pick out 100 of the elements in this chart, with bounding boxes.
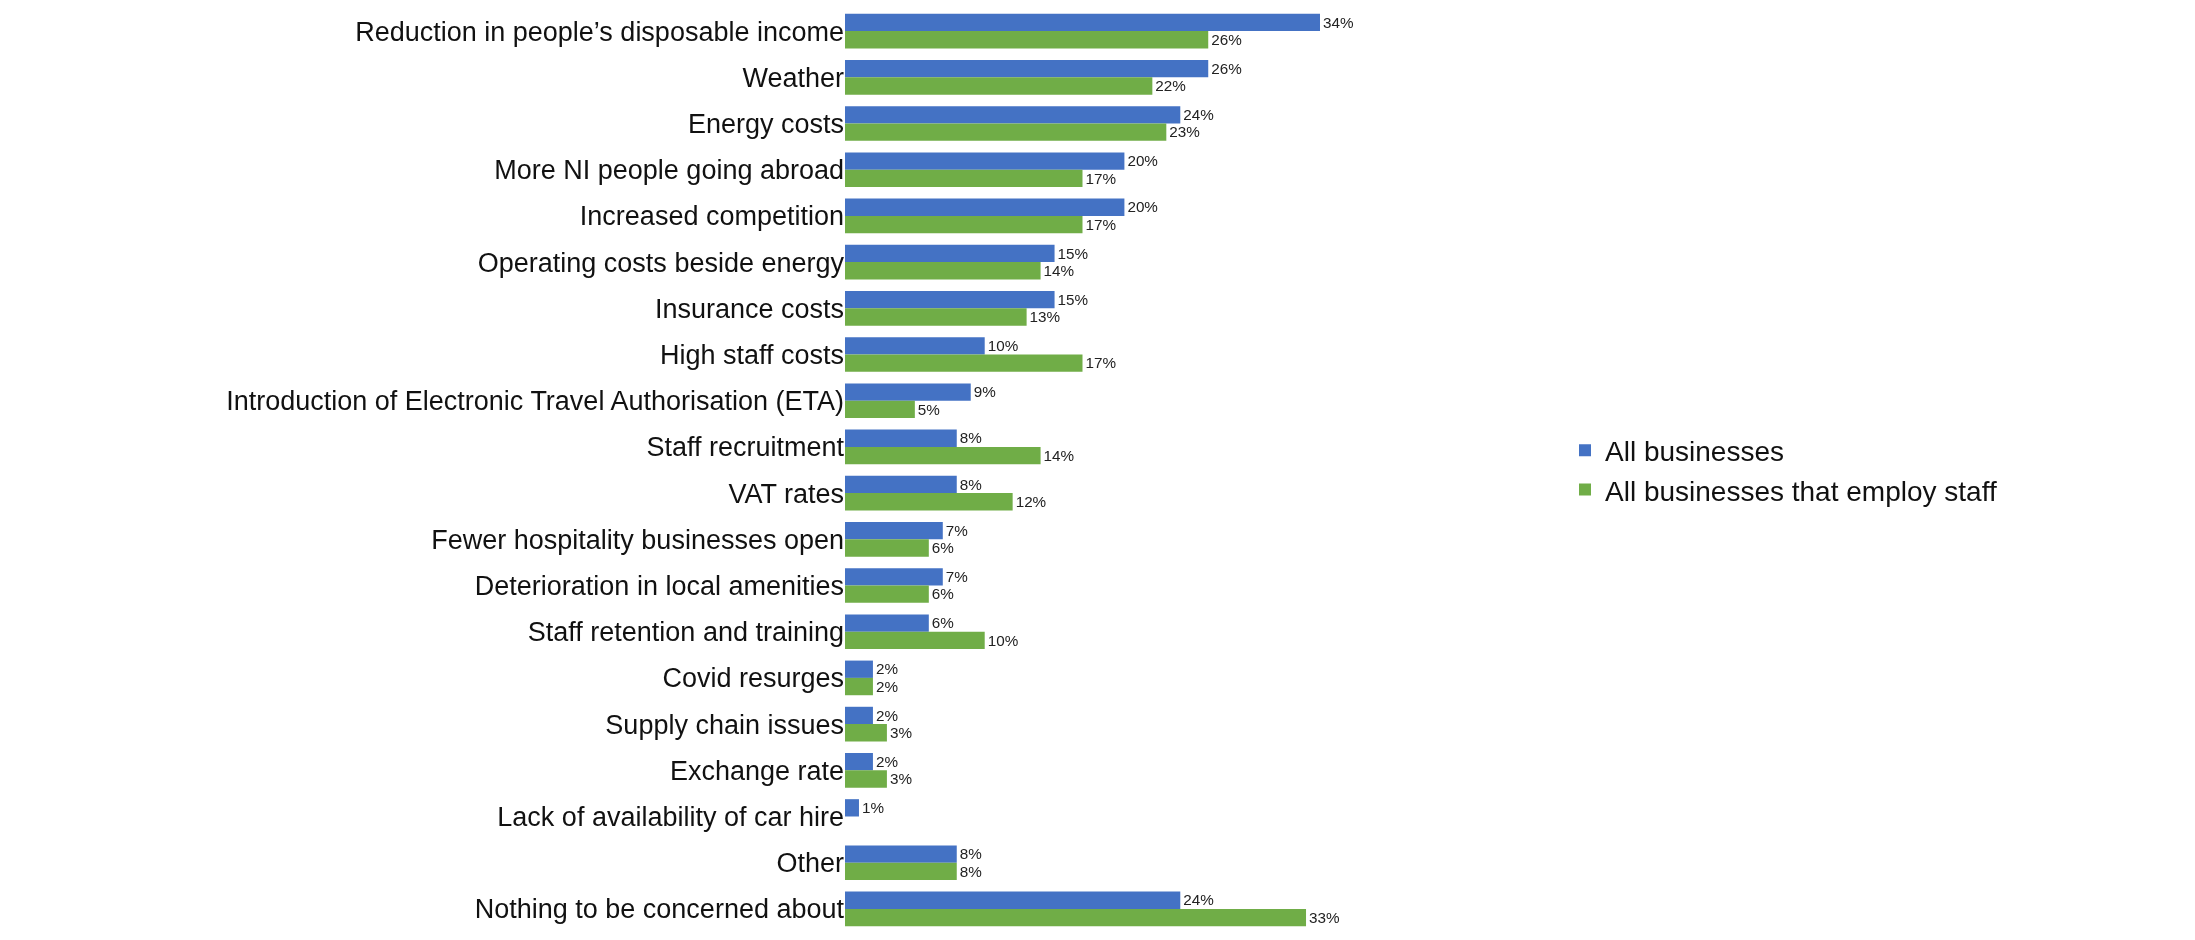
data-label: 10%: [987, 631, 1019, 649]
bar: [845, 446, 1041, 465]
bar: [845, 521, 943, 540]
y-tick-label: Nothing to be concerned about: [474, 894, 845, 925]
bar: [845, 244, 1055, 263]
y-tick-label: More NI people going abroad: [494, 155, 844, 186]
data-label: 2%: [875, 677, 899, 695]
data-label: 20%: [1127, 198, 1158, 216]
data-label: 15%: [1057, 290, 1089, 308]
data-label: 10%: [987, 337, 1019, 355]
data-label: 8%: [959, 845, 982, 863]
y-tick-label: Exchange rate: [669, 755, 844, 786]
y-tick-label: Other: [776, 848, 844, 879]
data-label: 5%: [917, 400, 941, 418]
data-label: 8%: [959, 475, 982, 493]
bar: [845, 614, 929, 632]
bar: [845, 429, 957, 447]
bar: [845, 337, 985, 355]
bar: [845, 568, 943, 586]
y-tick-label: Fewer hospitality businesses open: [431, 524, 844, 555]
data-label: 14%: [1043, 446, 1075, 464]
bar: [845, 290, 1055, 309]
data-label: 24%: [1183, 891, 1214, 909]
bar: [845, 799, 859, 817]
data-label: 1%: [861, 799, 884, 817]
data-label: 23%: [1169, 123, 1201, 141]
y-tick-label: High staff costs: [659, 339, 844, 370]
bar: [845, 59, 1209, 78]
data-label: 34%: [1323, 13, 1354, 31]
data-label: 3%: [889, 723, 913, 741]
data-label: 3%: [889, 770, 913, 788]
bar: [845, 660, 873, 678]
data-label: 14%: [1043, 261, 1075, 279]
bar: [845, 123, 1167, 141]
bar: [845, 475, 957, 494]
y-tick-label: Supply chain issues: [605, 709, 844, 740]
bar: [845, 493, 1013, 511]
y-tick-label: Covid resurges: [662, 663, 844, 694]
legend-label: All businesses that employ staff: [1605, 475, 1997, 507]
y-tick-label: Operating costs beside energy: [477, 247, 845, 278]
bar: [845, 152, 1125, 170]
y-tick-label: Reduction in people’s disposable income: [355, 16, 844, 47]
data-label: 22%: [1155, 77, 1187, 95]
bar: [845, 106, 1181, 124]
bar: [845, 891, 1181, 909]
bar: [845, 770, 887, 788]
data-label: 2%: [875, 752, 898, 770]
bar: [845, 539, 929, 557]
data-label: 8%: [959, 429, 982, 447]
bar: [845, 354, 1083, 372]
y-tick-label: Lack of availability of car hire: [497, 801, 844, 832]
bar: [845, 908, 1307, 927]
data-label: 33%: [1309, 908, 1340, 926]
bar: [845, 752, 873, 771]
bar: [845, 13, 1320, 32]
data-label: 2%: [875, 660, 898, 678]
y-tick-label: Increased competition: [579, 201, 844, 232]
bar: [845, 631, 985, 650]
data-label: 7%: [945, 568, 968, 586]
data-label: 9%: [973, 383, 996, 401]
bar: [845, 400, 915, 419]
bar: [845, 677, 873, 696]
data-label: 7%: [945, 521, 968, 539]
data-label: 2%: [875, 706, 898, 724]
y-tick-label: Staff retention and training: [527, 617, 844, 648]
data-label: 17%: [1085, 354, 1117, 372]
data-label: 8%: [959, 862, 983, 880]
bar: [845, 31, 1209, 49]
bar: [845, 845, 957, 863]
data-label: 20%: [1127, 152, 1158, 170]
data-label: 24%: [1183, 106, 1214, 124]
data-label: 6%: [931, 539, 955, 557]
data-label: 26%: [1211, 30, 1243, 48]
data-label: 17%: [1085, 215, 1117, 233]
data-label: 12%: [1015, 492, 1047, 510]
bar: [845, 862, 957, 881]
data-label: 13%: [1029, 308, 1061, 326]
bar: [845, 724, 887, 742]
legend-label: All businesses: [1605, 436, 1784, 468]
y-tick-label: Staff recruitment: [646, 432, 845, 463]
y-tick-label: Deterioration in local amenities: [474, 570, 844, 601]
bar: [845, 308, 1027, 326]
data-label: 15%: [1057, 244, 1089, 262]
data-label: 26%: [1211, 59, 1242, 77]
y-tick-label: VAT rates: [728, 478, 844, 509]
data-label: 17%: [1085, 169, 1117, 187]
data-label: 6%: [931, 585, 955, 603]
bar: [845, 77, 1153, 95]
bar: [845, 198, 1125, 216]
bar: [845, 585, 929, 603]
y-tick-label: Weather: [742, 62, 844, 93]
y-tick-label: Insurance costs: [654, 293, 844, 324]
data-label: 6%: [931, 614, 954, 632]
bar: [845, 706, 873, 725]
bar: [845, 215, 1083, 234]
y-tick-label: Energy costs: [687, 108, 844, 139]
y-tick-label: Introduction of Electronic Travel Authorisation (ETA): [226, 386, 844, 417]
bar: [845, 262, 1041, 280]
bar: [845, 383, 971, 401]
bar: [845, 169, 1083, 188]
